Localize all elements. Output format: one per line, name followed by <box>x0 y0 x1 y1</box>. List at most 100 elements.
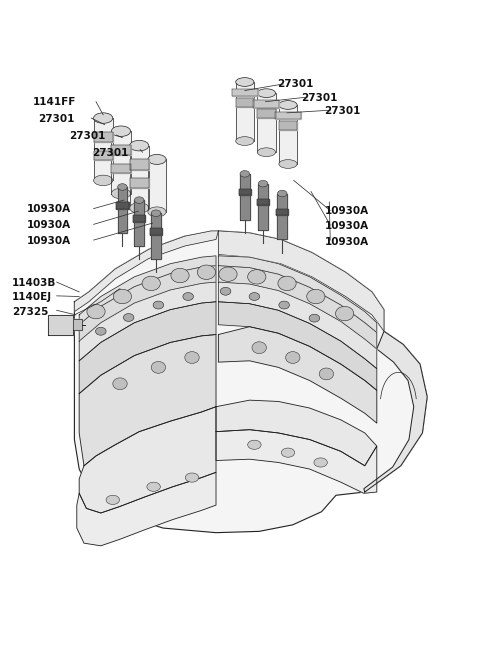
Ellipse shape <box>236 136 254 146</box>
Ellipse shape <box>171 268 189 283</box>
Text: 1141FF: 1141FF <box>33 96 76 107</box>
Ellipse shape <box>279 159 297 169</box>
Polygon shape <box>116 202 129 209</box>
Ellipse shape <box>252 342 266 354</box>
Polygon shape <box>111 164 131 173</box>
Polygon shape <box>279 121 297 130</box>
Polygon shape <box>48 315 73 335</box>
Polygon shape <box>134 200 144 246</box>
Ellipse shape <box>113 289 132 304</box>
Polygon shape <box>94 151 113 160</box>
Ellipse shape <box>96 327 106 335</box>
Ellipse shape <box>185 473 199 482</box>
Polygon shape <box>253 100 279 108</box>
Ellipse shape <box>279 100 297 110</box>
Polygon shape <box>218 327 377 423</box>
Text: 27301: 27301 <box>92 148 129 158</box>
Ellipse shape <box>236 77 254 87</box>
Ellipse shape <box>111 126 131 136</box>
Polygon shape <box>73 319 82 330</box>
Polygon shape <box>79 335 216 466</box>
Polygon shape <box>240 174 250 220</box>
Ellipse shape <box>286 352 300 363</box>
Text: 27301: 27301 <box>69 131 105 141</box>
Ellipse shape <box>220 287 231 295</box>
Polygon shape <box>257 109 276 118</box>
Polygon shape <box>77 472 216 546</box>
Polygon shape <box>79 282 216 361</box>
Ellipse shape <box>249 293 260 300</box>
Ellipse shape <box>148 207 166 217</box>
Polygon shape <box>216 400 377 466</box>
Polygon shape <box>232 89 258 96</box>
Text: 27301: 27301 <box>38 113 75 124</box>
Ellipse shape <box>113 378 127 390</box>
Polygon shape <box>275 112 301 119</box>
Polygon shape <box>236 98 254 107</box>
Ellipse shape <box>130 203 149 213</box>
Ellipse shape <box>151 210 161 216</box>
Ellipse shape <box>185 352 199 363</box>
Ellipse shape <box>257 89 276 98</box>
Ellipse shape <box>248 440 261 449</box>
Ellipse shape <box>153 301 164 309</box>
Ellipse shape <box>183 293 193 300</box>
Polygon shape <box>79 266 216 341</box>
Text: 27301: 27301 <box>301 92 338 103</box>
Polygon shape <box>257 199 269 205</box>
Text: 27325: 27325 <box>12 306 48 317</box>
Polygon shape <box>94 131 113 142</box>
Polygon shape <box>364 331 427 492</box>
Ellipse shape <box>148 154 166 165</box>
Polygon shape <box>94 118 113 180</box>
Ellipse shape <box>278 276 296 291</box>
Polygon shape <box>239 189 251 195</box>
Ellipse shape <box>281 448 295 457</box>
Polygon shape <box>79 256 216 325</box>
Ellipse shape <box>336 306 354 321</box>
Ellipse shape <box>277 190 287 197</box>
Polygon shape <box>218 256 377 333</box>
Text: 11403B: 11403B <box>12 278 56 289</box>
Polygon shape <box>130 178 149 188</box>
Ellipse shape <box>142 276 160 291</box>
Text: 10930A: 10930A <box>26 204 71 215</box>
Polygon shape <box>150 228 162 235</box>
Polygon shape <box>218 266 377 349</box>
Ellipse shape <box>219 267 237 281</box>
Polygon shape <box>111 144 131 155</box>
Polygon shape <box>79 302 216 394</box>
Text: 27301: 27301 <box>277 79 314 89</box>
Ellipse shape <box>319 368 334 380</box>
Text: 10930A: 10930A <box>325 205 369 216</box>
Polygon shape <box>218 282 377 369</box>
Polygon shape <box>130 159 149 169</box>
Ellipse shape <box>307 289 325 304</box>
Text: 10930A: 10930A <box>26 236 71 246</box>
Polygon shape <box>148 159 166 212</box>
Text: 10930A: 10930A <box>26 220 71 230</box>
Polygon shape <box>257 93 276 152</box>
Text: 10930A: 10930A <box>325 237 369 247</box>
Polygon shape <box>277 194 287 239</box>
Polygon shape <box>218 231 384 331</box>
Ellipse shape <box>130 140 149 151</box>
Ellipse shape <box>94 175 113 186</box>
Ellipse shape <box>94 113 113 123</box>
Ellipse shape <box>118 184 127 190</box>
Ellipse shape <box>314 458 327 467</box>
Polygon shape <box>111 131 131 194</box>
Ellipse shape <box>106 495 120 504</box>
Polygon shape <box>74 231 427 533</box>
Text: 10930A: 10930A <box>325 221 369 232</box>
Ellipse shape <box>197 265 216 279</box>
Ellipse shape <box>134 197 144 203</box>
Polygon shape <box>218 302 377 390</box>
Polygon shape <box>279 105 297 164</box>
Ellipse shape <box>123 314 134 321</box>
Text: 27301: 27301 <box>324 106 361 116</box>
Polygon shape <box>133 215 145 222</box>
Polygon shape <box>79 407 216 513</box>
Ellipse shape <box>248 270 266 284</box>
Ellipse shape <box>257 148 276 157</box>
